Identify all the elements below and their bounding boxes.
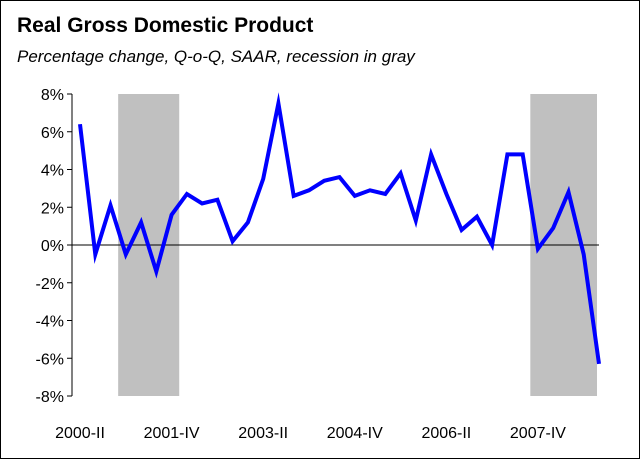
x-tick-label: 2004-IV bbox=[327, 425, 383, 442]
y-tick-label: 4% bbox=[41, 163, 64, 180]
x-tick-label: 2007-IV bbox=[510, 425, 566, 442]
y-tick-label: 8% bbox=[41, 87, 64, 104]
y-tick-label: -8% bbox=[36, 389, 64, 406]
y-tick-label: 0% bbox=[41, 238, 64, 255]
x-axis-ticks: 2000-II 2001-IV 2003-II 2004-IV 2006-II 2007-… bbox=[55, 425, 566, 442]
x-tick-label: 2001-IV bbox=[144, 425, 200, 442]
y-tick-label: -4% bbox=[36, 314, 64, 331]
x-tick-label: 2003-II bbox=[238, 425, 288, 442]
y-tick-label: -2% bbox=[36, 276, 64, 293]
x-tick-label: 2006-II bbox=[421, 425, 471, 442]
series-layer bbox=[78, 92, 601, 365]
y-tick-label: -6% bbox=[36, 351, 64, 368]
x-tick-label: 2000-II bbox=[55, 425, 105, 442]
chart-subtitle: Percentage change, Q-o-Q, SAAR, recessio… bbox=[17, 47, 415, 66]
y-tick-label: 6% bbox=[41, 125, 64, 142]
chart-title: Real Gross Domestic Product bbox=[17, 14, 314, 37]
y-axis-ticks: 8% 6% 4% 2% 0% -2% -4% -6% -8% bbox=[36, 87, 72, 406]
y-tick-label: 2% bbox=[41, 200, 64, 217]
